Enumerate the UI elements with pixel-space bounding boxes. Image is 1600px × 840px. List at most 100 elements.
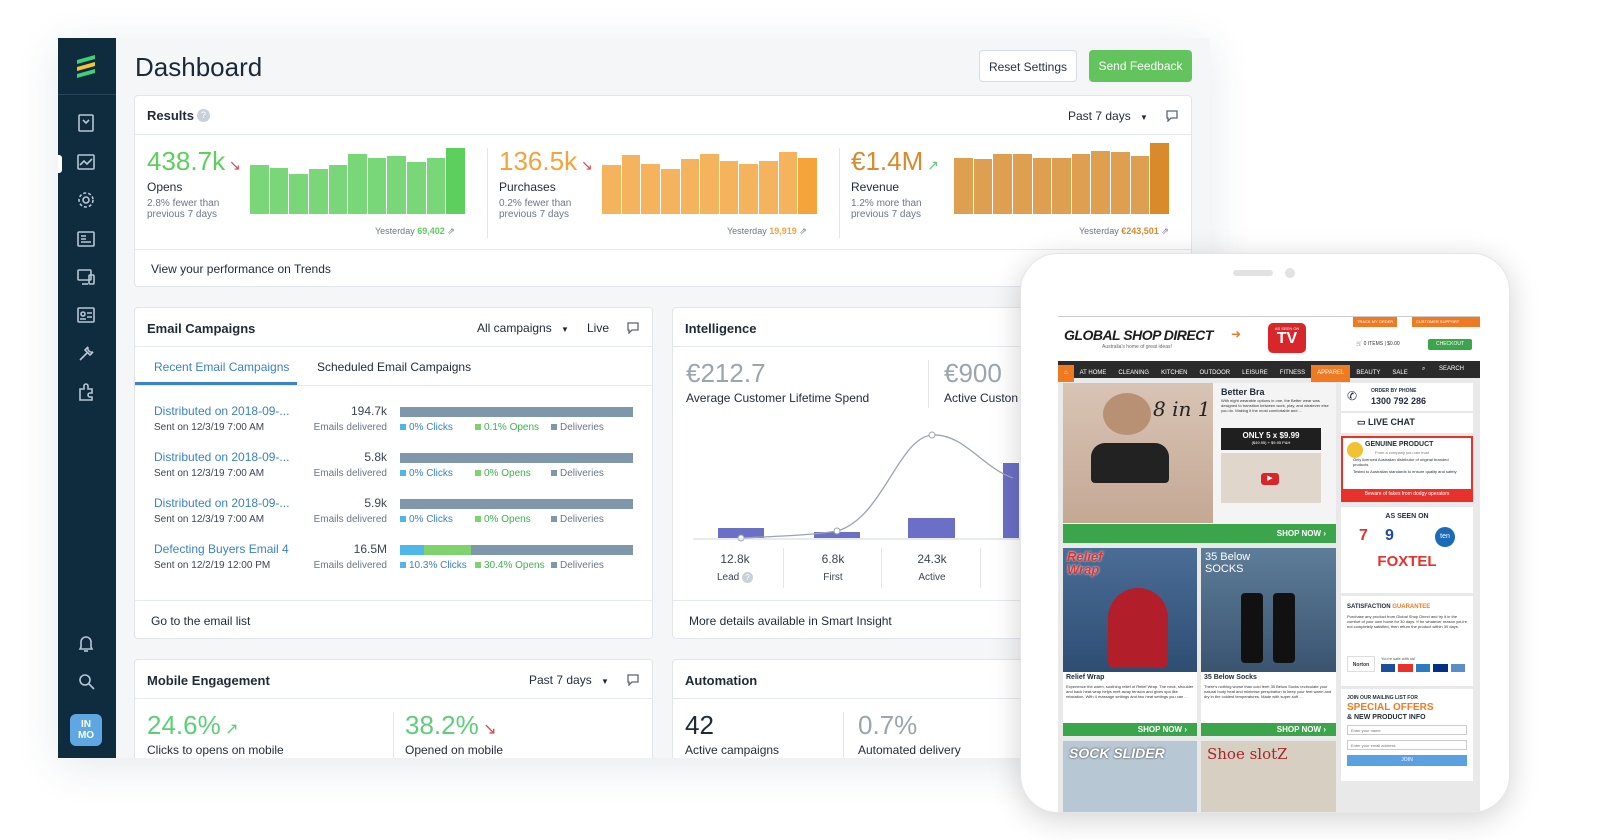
campaign-row[interactable]: Defecting Buyers Email 4 Sent on 12/2/19 … (135, 542, 652, 582)
product-sock-slider[interactable]: SOCK SLIDER (1063, 741, 1197, 812)
nav-at-home[interactable]: AT HOME (1079, 370, 1107, 376)
shop-nav: ⌂ AT HOME CLEANING KITCHEN OUTDOOR LEISURE FIT… (1058, 361, 1480, 382)
home-icon[interactable]: ⌂ (1058, 365, 1074, 382)
metric-value: €1.4M ↗ (851, 146, 939, 177)
campaign-row[interactable]: Distributed on 2018-09-... Sent on 12/3/1… (135, 450, 652, 490)
campaign-delivered-count: 5.9k (364, 496, 387, 510)
metric-bar (269, 167, 290, 214)
segment-first[interactable]: 6.8k First (788, 552, 878, 583)
hero-shop-now-button[interactable]: SHOP NOW › (1063, 524, 1336, 543)
cart-summary[interactable]: 🛒 0 ITEMS | $0.00 (1356, 341, 1400, 347)
reset-settings-button[interactable]: Reset Settings (979, 50, 1077, 82)
shop-tagline: Australia's home of great ideas! (1102, 344, 1172, 350)
campaign-name[interactable]: Distributed on 2018-09-... (154, 450, 290, 464)
dashboard-window: IN MO Dashboard Reset Settings Send Feedb… (58, 38, 1210, 758)
metric-bar (387, 156, 408, 214)
product-relief-wrap[interactable]: Relief Wrap Relief Wrap Experience the wa… (1063, 548, 1197, 736)
comment-icon[interactable] (626, 673, 640, 686)
tab-recent-campaigns[interactable]: Recent Email Campaigns (154, 360, 290, 374)
metric-note-line2: previous 7 days (851, 209, 922, 220)
metric-bar (250, 165, 270, 214)
nav-analytics-icon[interactable] (75, 151, 97, 173)
email-list-link[interactable]: Go to the email list (151, 614, 251, 628)
campaign-filter-select[interactable]: All campaigns ▼ (477, 321, 569, 335)
help-icon[interactable]: ? (197, 109, 210, 122)
nav-addons-icon[interactable] (75, 381, 97, 403)
join-button[interactable]: JOIN (1347, 755, 1467, 766)
deliveries-legend: Deliveries (551, 422, 604, 433)
user-avatar[interactable]: IN MO (70, 714, 102, 746)
play-video-icon[interactable]: ▶ (1261, 473, 1279, 485)
nav-leisure[interactable]: LEISURE (1242, 370, 1268, 376)
visa-icon (1381, 664, 1396, 672)
nav-beauty[interactable]: BEAUTY (1356, 370, 1381, 376)
segment-lead[interactable]: 12.8k Lead ? (690, 552, 780, 583)
comment-icon[interactable] (626, 321, 640, 334)
view-trends-link[interactable]: View your performance on Trends (151, 262, 331, 276)
metric-divider (487, 148, 488, 238)
notifications-bell-icon[interactable] (75, 632, 97, 654)
email-campaigns-card: Email Campaigns All campaigns ▼ Live Rec… (134, 307, 653, 639)
hero-video-thumbnails[interactable]: ▶ (1221, 453, 1321, 503)
nav-tools-icon[interactable] (75, 343, 97, 365)
customer-support-link[interactable]: CUSTOMER SUPPORT (1412, 317, 1480, 327)
nav-bookmark-icon[interactable] (75, 112, 97, 134)
track-order-link[interactable]: TRACK MY ORDER (1353, 317, 1398, 327)
deliveries-legend: Deliveries (551, 514, 604, 525)
nav-settings-icon[interactable] (75, 189, 97, 211)
as-seen-on-label: AS SEEN ON (1385, 513, 1429, 520)
results-period-select[interactable]: Past 7 days ▼ (1068, 109, 1148, 123)
shop-logo[interactable]: GLOBAL SHOP DIRECT (1064, 327, 1213, 343)
nav-kitchen[interactable]: KITCHEN (1161, 370, 1188, 376)
genuine-product-title: GENUINE PRODUCT (1365, 441, 1434, 448)
mailing-email-input[interactable] (1347, 740, 1467, 750)
nav-content-icon[interactable] (75, 228, 97, 250)
nav-fitness[interactable]: FITNESS (1279, 370, 1306, 376)
results-period-value: Past 7 days (1068, 109, 1131, 123)
hero-image (1063, 383, 1213, 523)
nav-contacts-icon[interactable] (75, 304, 97, 326)
help-icon[interactable]: ? (742, 572, 754, 583)
comment-icon[interactable] (1165, 109, 1179, 122)
deliveries-legend-text: Deliveries (560, 422, 604, 433)
nav-outdoor[interactable]: OUTDOOR (1199, 370, 1231, 376)
hero-banner[interactable]: 8 in 1 Better Bra With eight wearable op… (1063, 383, 1336, 543)
metric-bar (367, 157, 388, 214)
campaign-delivered-label: Emails delivered (313, 468, 387, 479)
phone-icon: ✆ (1347, 389, 1358, 403)
mailing-name-input[interactable] (1347, 725, 1467, 735)
nav-apparel[interactable]: APPAREL (1311, 365, 1351, 382)
lead-point (737, 534, 745, 542)
smart-insight-link[interactable]: More details available in Smart Insight (689, 614, 892, 628)
product-35-below-socks[interactable]: 35 Below SOCKS 35 Below Socks There's not… (1201, 548, 1336, 736)
hero-shop-now-label: SHOP NOW (1276, 529, 1322, 538)
checkout-button[interactable]: CHECKOUT (1428, 339, 1472, 350)
hero-price: ONLY 5 x $9.99 (1242, 431, 1300, 440)
segment-active[interactable]: 24.3k Active (887, 552, 977, 583)
product-shoe-slotz[interactable]: Shoe slotZ (1201, 741, 1336, 812)
nav-sale[interactable]: SALE (1392, 370, 1408, 376)
metric-bar-chart (954, 142, 1171, 214)
mobile-period-select[interactable]: Past 7 days ▼ (529, 673, 609, 687)
shop-search[interactable]: ⌕ SEARCH (1410, 361, 1476, 378)
satisfaction-text: Purchase any product from Global Shop Di… (1347, 614, 1467, 629)
mailing-line-2: SPECIAL OFFERS (1347, 702, 1434, 713)
campaign-row[interactable]: Distributed on 2018-09-... Sent on 12/3/1… (135, 404, 652, 444)
send-feedback-button[interactable]: Send Feedback (1089, 50, 1192, 82)
nav-cleaning[interactable]: CLEANING (1118, 370, 1150, 376)
order-by-phone[interactable]: ✆ ORDER BY PHONE 1300 792 286 (1341, 383, 1473, 411)
tab-scheduled-campaigns[interactable]: Scheduled Email Campaigns (317, 360, 472, 374)
search-icon[interactable] (75, 670, 97, 692)
live-toggle[interactable]: Live (587, 321, 610, 335)
trend-arrow-icon: ⇗ (1161, 226, 1169, 236)
campaign-name[interactable]: Distributed on 2018-09-... (154, 404, 290, 418)
campaign-name[interactable]: Distributed on 2018-09-... (154, 496, 290, 510)
avatar-initials-top: IN (81, 719, 91, 730)
nav-devices-icon[interactable] (75, 266, 97, 288)
relief-wrap-shop-now-button[interactable]: SHOP NOW › (1063, 723, 1197, 736)
live-chat-button[interactable]: ▭ LIVE CHAT (1341, 413, 1473, 433)
campaign-name[interactable]: Defecting Buyers Email 4 (154, 542, 289, 556)
socks-shop-now-button[interactable]: SHOP NOW › (1201, 723, 1336, 736)
campaign-row[interactable]: Distributed on 2018-09-... Sent on 12/3/1… (135, 496, 652, 536)
results-title: Results (147, 108, 194, 123)
